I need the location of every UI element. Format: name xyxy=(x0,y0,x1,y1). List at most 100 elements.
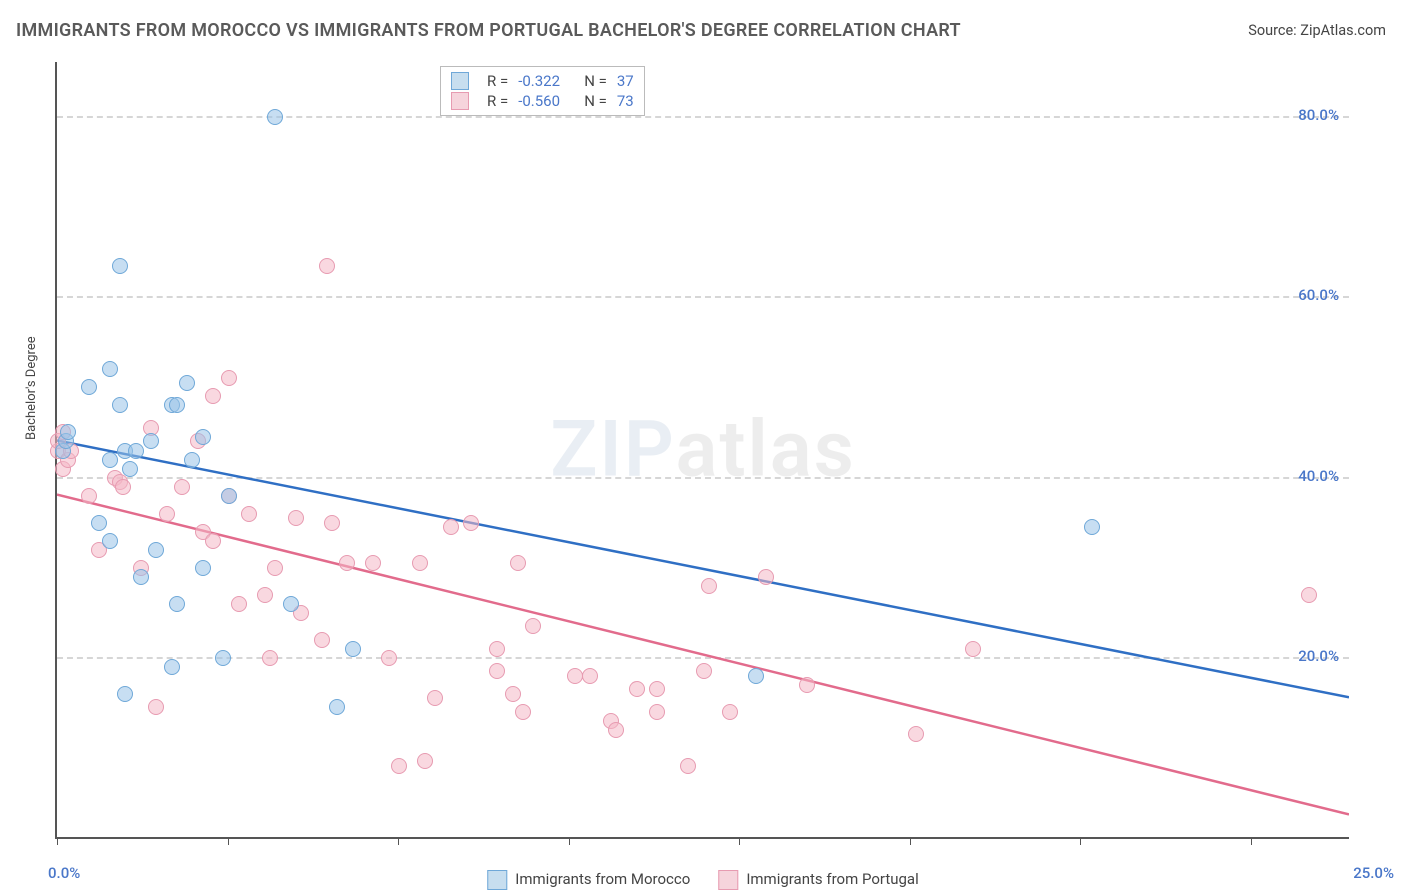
point-portugal xyxy=(148,699,164,715)
plot-area: ZIPatlas 20.0% 40.0% 60.0% 80.0% xyxy=(55,62,1349,839)
point-morocco xyxy=(179,375,195,391)
y-tick-label: 40.0% xyxy=(1298,467,1339,485)
x-tick xyxy=(910,837,911,845)
point-portugal xyxy=(525,618,541,634)
point-portugal xyxy=(412,555,428,571)
x-tick xyxy=(1080,837,1081,845)
point-portugal xyxy=(608,722,624,738)
point-morocco xyxy=(91,515,107,531)
point-portugal xyxy=(314,632,330,648)
point-morocco xyxy=(122,461,138,477)
point-portugal xyxy=(1301,587,1317,603)
x-tick xyxy=(1251,837,1252,845)
swatch-blue-icon xyxy=(451,72,469,90)
point-portugal xyxy=(339,555,355,571)
point-portugal xyxy=(489,663,505,679)
point-portugal xyxy=(288,510,304,526)
point-portugal xyxy=(417,753,433,769)
point-morocco xyxy=(128,443,144,459)
point-morocco xyxy=(184,452,200,468)
point-portugal xyxy=(257,587,273,603)
point-morocco xyxy=(283,596,299,612)
swatch-pink xyxy=(718,870,738,890)
point-portugal xyxy=(567,668,583,684)
x-tick xyxy=(57,837,58,845)
point-morocco xyxy=(102,452,118,468)
point-morocco xyxy=(164,659,180,675)
point-portugal xyxy=(427,690,443,706)
point-morocco xyxy=(117,686,133,702)
x-tick xyxy=(739,837,740,845)
correlation-box: R =-0.322 N =37 R =-0.560 N =73 xyxy=(440,66,645,116)
point-portugal xyxy=(799,677,815,693)
watermark: ZIPatlas xyxy=(550,404,856,495)
point-morocco xyxy=(102,533,118,549)
point-morocco xyxy=(133,569,149,585)
point-morocco xyxy=(748,668,764,684)
point-morocco xyxy=(143,433,159,449)
point-portugal xyxy=(81,488,97,504)
point-portugal xyxy=(758,569,774,585)
x-tick xyxy=(228,837,229,845)
point-morocco xyxy=(148,542,164,558)
point-portugal xyxy=(965,641,981,657)
point-morocco xyxy=(345,641,361,657)
point-portugal xyxy=(701,578,717,594)
point-morocco xyxy=(169,596,185,612)
point-portugal xyxy=(381,650,397,666)
y-tick-label: 60.0% xyxy=(1298,286,1339,304)
point-portugal xyxy=(205,388,221,404)
point-portugal xyxy=(510,555,526,571)
point-morocco xyxy=(329,699,345,715)
point-morocco xyxy=(169,397,185,413)
legend-portugal: Immigrants from Portugal xyxy=(718,870,918,890)
point-portugal xyxy=(908,726,924,742)
point-morocco xyxy=(215,650,231,666)
source-credit: Source: ZipAtlas.com xyxy=(1248,22,1386,39)
point-portugal xyxy=(319,258,335,274)
legend: Immigrants from Morocco Immigrants from … xyxy=(487,870,918,890)
point-portugal xyxy=(696,663,712,679)
point-portugal xyxy=(262,650,278,666)
point-portugal xyxy=(267,560,283,576)
point-morocco xyxy=(195,560,211,576)
chart-title: IMMIGRANTS FROM MOROCCO VS IMMIGRANTS FR… xyxy=(16,20,961,41)
point-portugal xyxy=(505,686,521,702)
point-portugal xyxy=(324,515,340,531)
legend-morocco: Immigrants from Morocco xyxy=(487,870,690,890)
point-portugal xyxy=(629,681,645,697)
x-tick xyxy=(398,837,399,845)
gridline xyxy=(57,296,1349,298)
y-tick-label: 80.0% xyxy=(1298,106,1339,124)
point-morocco xyxy=(81,379,97,395)
point-morocco xyxy=(1084,519,1100,535)
point-morocco xyxy=(60,424,76,440)
point-portugal xyxy=(649,681,665,697)
point-morocco xyxy=(112,258,128,274)
point-portugal xyxy=(680,758,696,774)
gridline xyxy=(57,116,1349,118)
point-portugal xyxy=(241,506,257,522)
swatch-blue xyxy=(487,870,507,890)
point-morocco xyxy=(221,488,237,504)
point-morocco xyxy=(112,397,128,413)
point-portugal xyxy=(174,479,190,495)
point-morocco xyxy=(195,429,211,445)
y-tick-label: 20.0% xyxy=(1298,647,1339,665)
x-tick xyxy=(569,837,570,845)
point-portugal xyxy=(443,519,459,535)
point-portugal xyxy=(515,704,531,720)
regression-lines xyxy=(57,62,1349,837)
gridline xyxy=(57,657,1349,659)
point-portugal xyxy=(205,533,221,549)
point-portugal xyxy=(231,596,247,612)
point-morocco xyxy=(102,361,118,377)
point-portugal xyxy=(582,668,598,684)
x-axis-min-label: 0.0% xyxy=(48,864,80,882)
point-portugal xyxy=(391,758,407,774)
gridline xyxy=(57,477,1349,479)
point-portugal xyxy=(115,479,131,495)
point-portugal xyxy=(463,515,479,531)
point-portugal xyxy=(365,555,381,571)
point-portugal xyxy=(722,704,738,720)
